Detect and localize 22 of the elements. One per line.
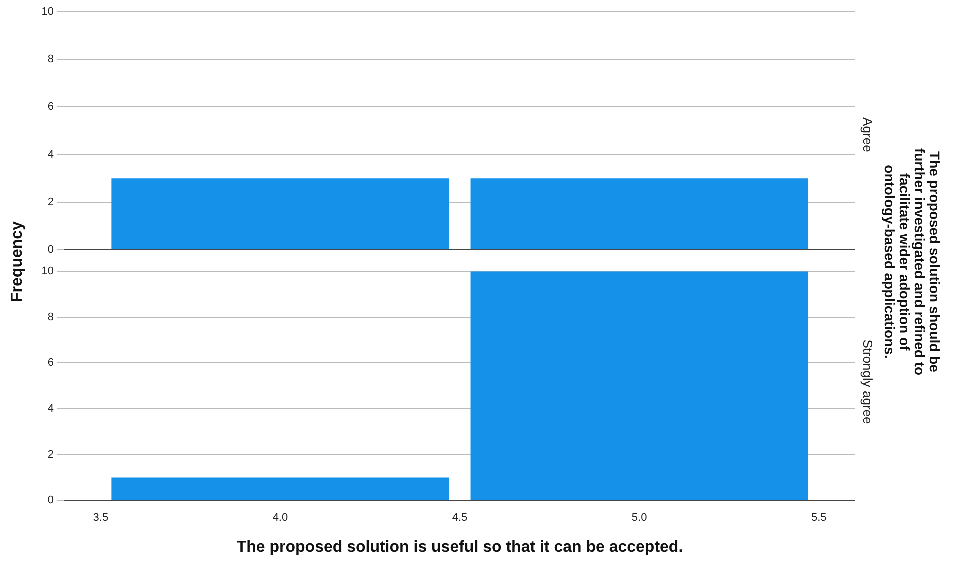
- y-tick-label: 2: [48, 196, 54, 208]
- y-axis-title: Frequency: [9, 220, 27, 304]
- text: Strongly agree: [860, 338, 876, 426]
- y-tick-label: 6: [48, 101, 54, 114]
- text: Agree: [860, 116, 876, 154]
- y2-axis-title: The proposed solution should be further investigated and refined to facilitate wider adoption of ontology-based applications.: [882, 147, 943, 378]
- y-tick-label: 0: [48, 494, 54, 507]
- x-tick-label: 4.0: [272, 512, 288, 524]
- y-tick-label: 4: [48, 403, 54, 416]
- y-tick-label: 10: [42, 6, 54, 18]
- y-tick-label: 2: [48, 448, 54, 461]
- y-tick-label: 8: [48, 311, 54, 324]
- x-tick-label: 3.5: [93, 512, 109, 524]
- y-tick-label: 8: [48, 54, 54, 66]
- x-axis-title: The proposed solution is useful so that it can be accepted.: [236, 538, 684, 556]
- y-tick-label: 6: [48, 357, 54, 370]
- x-tick-label: 4.5: [452, 512, 468, 524]
- y-tick-label: 10: [42, 266, 54, 278]
- y-tick-label: 0: [48, 244, 54, 256]
- x-tick-label: 5.0: [632, 512, 648, 524]
- x-tick-label: 5.5: [811, 512, 827, 524]
- y-tick-label: 4: [48, 148, 54, 161]
